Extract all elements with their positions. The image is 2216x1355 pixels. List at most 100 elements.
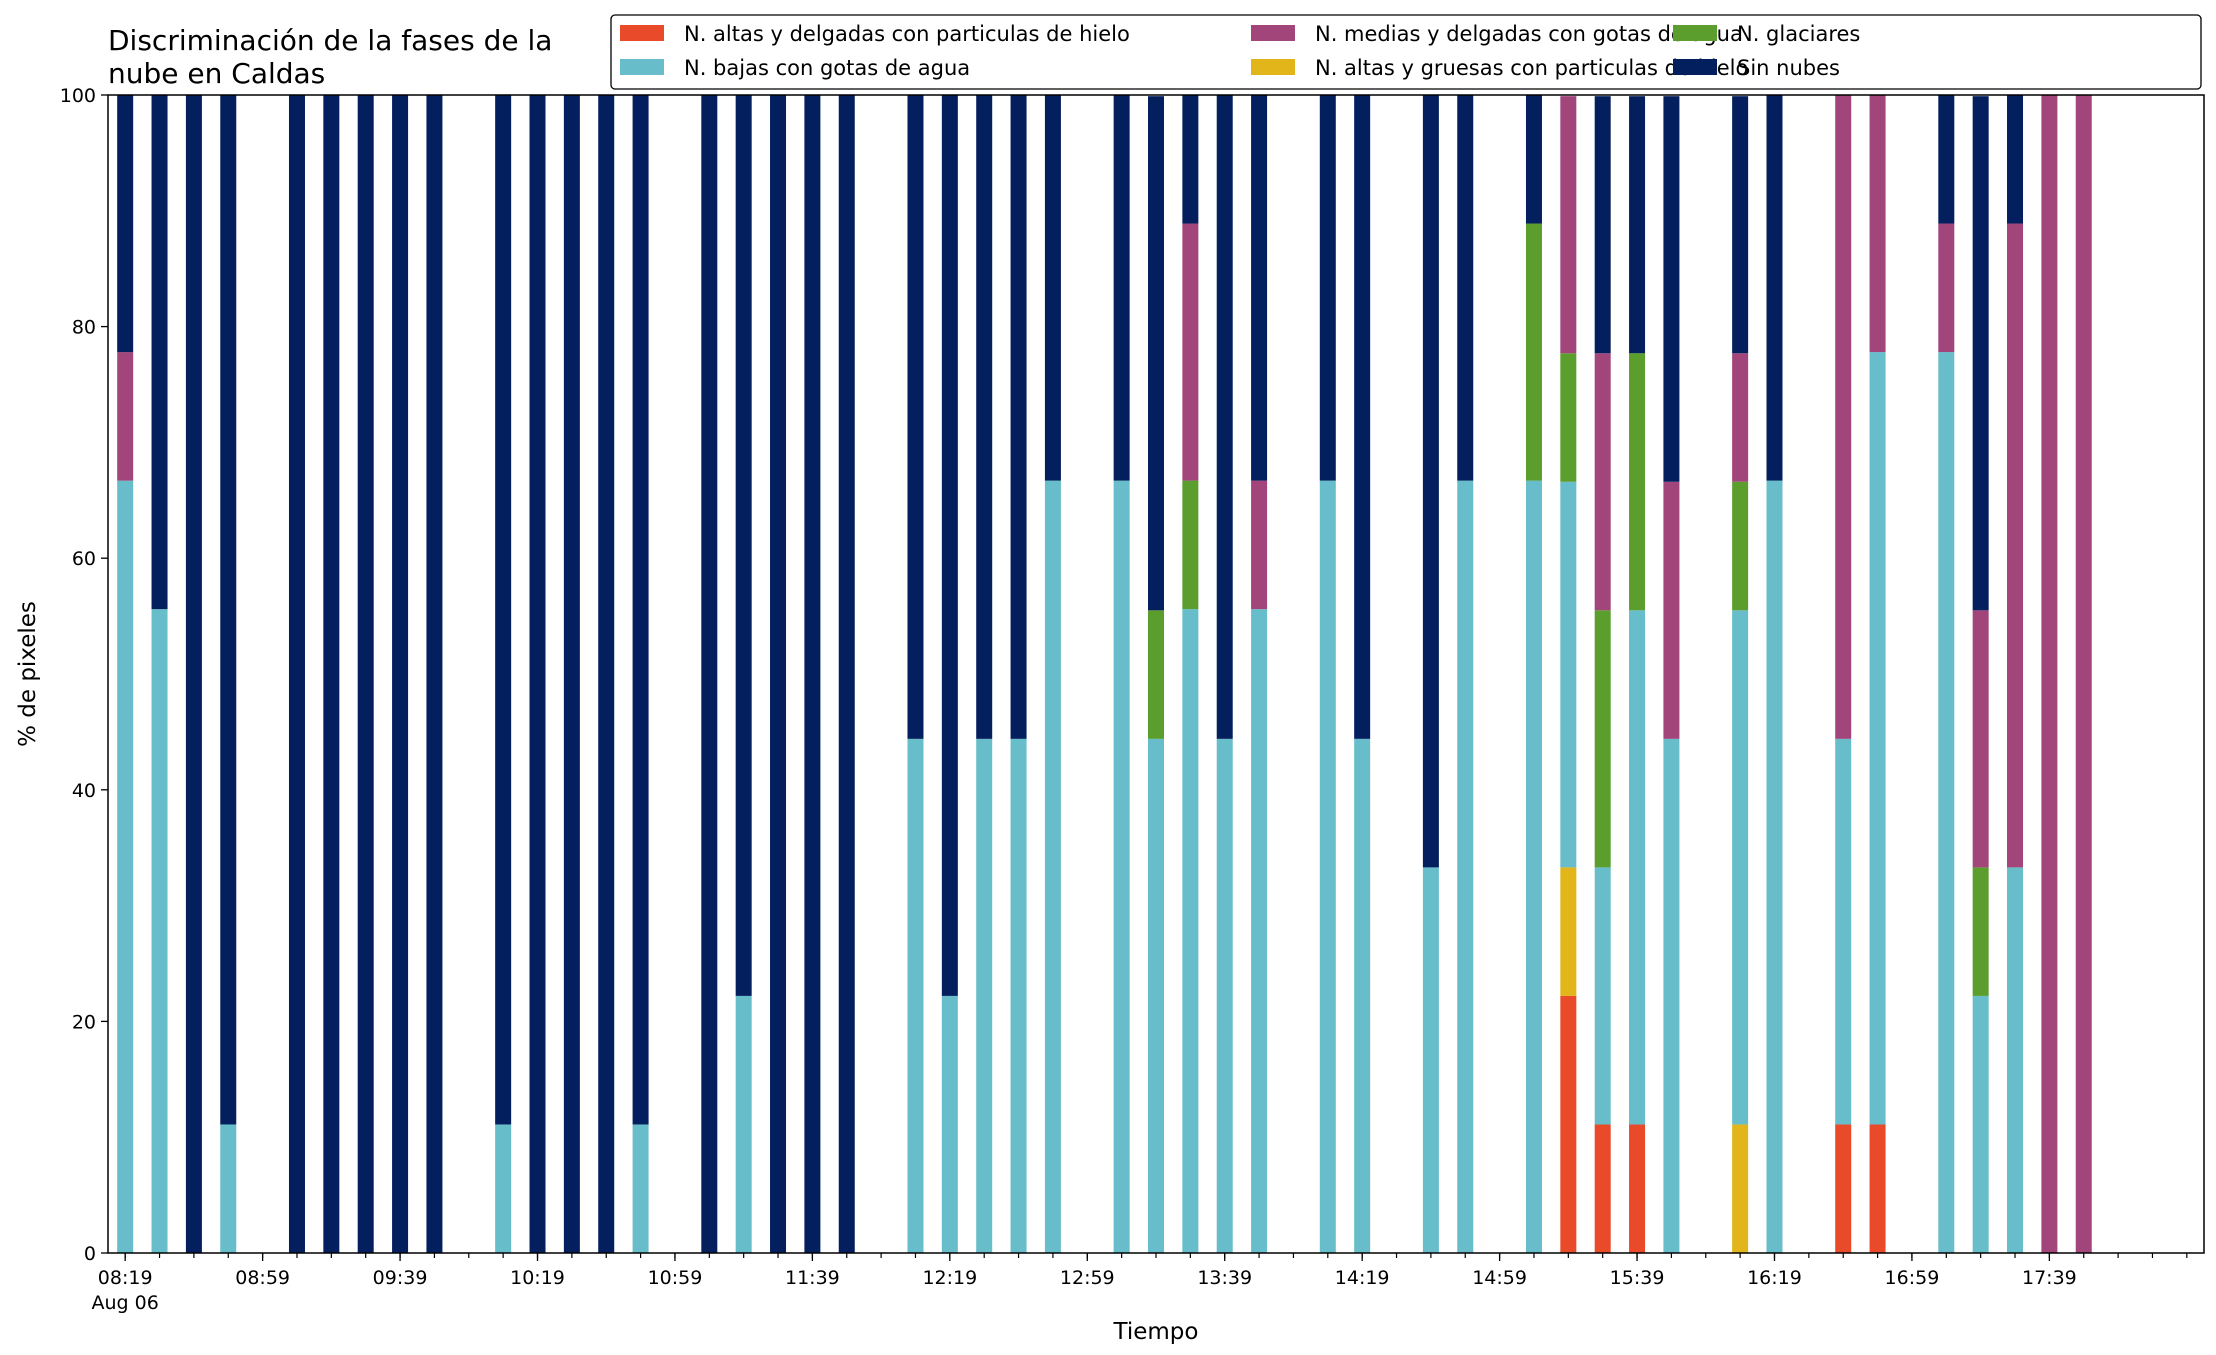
x-tick-label-09:39: 09:39 — [373, 1267, 428, 1289]
bar-segment-13:49-2 — [1251, 609, 1268, 1253]
bar-segment-11:29-5 — [770, 95, 787, 1253]
bar-segment-15:49-5 — [1663, 96, 1680, 482]
bar-segment-08:49-5 — [220, 95, 237, 1125]
x-tick-label-13:39: 13:39 — [1197, 1267, 1252, 1289]
bar-segment-15:19-2 — [1560, 481, 1577, 868]
legend-swatch-1 — [1251, 59, 1295, 75]
bar-segment-15:09-5 — [1525, 95, 1542, 224]
bar-segment-09:09-5 — [288, 95, 305, 1253]
bar-segment-10:39-5 — [598, 95, 615, 1253]
bar-segment-08:19-2 — [117, 480, 134, 1253]
bar-segment-08:29-2 — [151, 609, 168, 1253]
y-tick-label-0: 0 — [84, 1243, 96, 1265]
bar-segment-15:19-3 — [1560, 353, 1577, 482]
bar-segment-13:49-4 — [1251, 480, 1268, 610]
bar-segment-15:29-3 — [1594, 610, 1611, 868]
bar-segment-17:19-4 — [1972, 610, 1989, 868]
bar-segment-13:29-5 — [1182, 95, 1199, 224]
x-tick-label-14:19: 14:19 — [1335, 1267, 1390, 1289]
x-tick-label-08:59: 08:59 — [235, 1267, 290, 1289]
bar-segment-16:09-3 — [1732, 481, 1749, 611]
legend: N. altas y delgadas con particulas de hi… — [610, 14, 2202, 90]
bar-segment-16:39-2 — [1835, 738, 1852, 1125]
bar-segment-17:29-5 — [2007, 95, 2024, 224]
bar-segment-17:39-4 — [2041, 95, 2058, 1253]
x-tick-label-11:39: 11:39 — [785, 1267, 840, 1289]
bar-segment-10:29-5 — [563, 95, 580, 1253]
bar-segment-15:39-2 — [1629, 610, 1646, 1125]
y-tick-label-100: 100 — [60, 85, 96, 107]
bar-segment-15:29-0 — [1594, 1124, 1611, 1253]
bar-segment-12:39-2 — [1010, 738, 1027, 1253]
bar-segment-13:19-2 — [1148, 738, 1164, 1253]
bar-segment-16:49-4 — [1869, 95, 1886, 353]
bar-segment-11:39-5 — [804, 95, 821, 1253]
bar-segment-15:19-0 — [1560, 995, 1577, 1253]
bar-segment-08:19-4 — [117, 352, 134, 481]
bar-segment-12:19-5 — [941, 95, 958, 996]
bar-segment-17:09-2 — [1938, 352, 1955, 1254]
bar-segment-16:09-5 — [1732, 96, 1749, 354]
legend-label-0: N. altas y delgadas con particulas de hi… — [684, 22, 1130, 46]
bar-segment-16:39-4 — [1835, 95, 1852, 739]
x-tick-label-14:59: 14:59 — [1472, 1267, 1527, 1289]
bar-segment-15:29-2 — [1594, 867, 1611, 1125]
bar-segment-10:49-2 — [632, 1124, 649, 1253]
legend-label-4: N. medias y delgadas con gotas de agua — [1315, 22, 1743, 46]
bar-segment-15:39-5 — [1629, 96, 1646, 354]
bar-segment-14:39-2 — [1422, 867, 1439, 1253]
bar-segment-15:19-1 — [1560, 867, 1577, 996]
legend-label-3: N. glaciares — [1737, 22, 1860, 46]
bar-segment-12:29-5 — [976, 95, 993, 739]
bar-segment-13:39-5 — [1216, 95, 1233, 739]
bar-segment-09:29-5 — [357, 95, 374, 1253]
x-axis: 08:19 08:59 09:39 10:19 10:59 11:39 12:19 12:59… — [98, 1253, 2188, 1289]
bar-segment-17:19-2 — [1972, 995, 1989, 1253]
bar-segment-11:09-5 — [701, 95, 718, 1253]
x-tick-label-17:39: 17:39 — [2022, 1267, 2077, 1289]
bar-segment-10:49-5 — [632, 95, 649, 1125]
bar-segment-17:29-4 — [2007, 223, 2024, 868]
x-tick-label-10:19: 10:19 — [510, 1267, 565, 1289]
bar-segment-12:09-5 — [907, 95, 924, 739]
bar-segment-14:09-5 — [1319, 95, 1336, 481]
bar-segment-17:49-4 — [2075, 95, 2092, 1253]
bar-segment-16:19-2 — [1766, 480, 1783, 1253]
legend-swatch-2 — [620, 59, 664, 75]
bar-segment-17:29-2 — [2007, 867, 2024, 1253]
bar-segment-10:09-5 — [495, 95, 512, 1125]
bar-segment-15:29-4 — [1594, 353, 1611, 611]
bars-group — [117, 95, 2092, 1254]
bar-segment-15:39-3 — [1629, 353, 1646, 611]
bar-segment-17:09-5 — [1938, 95, 1955, 224]
bar-segment-08:29-5 — [151, 95, 168, 610]
y-axis-label: % de pixeles — [15, 601, 41, 747]
bar-segment-10:19-5 — [529, 95, 546, 1253]
bar-segment-14:09-2 — [1319, 480, 1336, 1253]
bar-segment-12:29-2 — [976, 738, 993, 1253]
x-tick-label-16:19: 16:19 — [1747, 1267, 1802, 1289]
x-tick-label-12:59: 12:59 — [1060, 1267, 1115, 1289]
bar-segment-14:49-2 — [1457, 480, 1474, 1253]
bar-segment-17:09-4 — [1938, 223, 1955, 353]
legend-swatch-4 — [1251, 25, 1295, 41]
bar-segment-14:49-5 — [1457, 95, 1474, 481]
bar-segment-15:09-3 — [1525, 223, 1542, 481]
bar-segment-15:09-2 — [1525, 480, 1542, 1253]
bar-segment-09:49-5 — [426, 95, 443, 1253]
bar-segment-16:39-0 — [1835, 1124, 1852, 1253]
bar-segment-17:19-5 — [1972, 96, 1989, 611]
bar-segment-13:29-2 — [1182, 609, 1199, 1253]
y-tick-label-60: 60 — [72, 548, 96, 570]
x-tick-label-15:39: 15:39 — [1610, 1267, 1665, 1289]
bar-segment-11:19-2 — [735, 995, 752, 1253]
y-tick-label-80: 80 — [72, 317, 96, 339]
legend-swatch-0 — [620, 25, 664, 41]
bar-segment-15:39-0 — [1629, 1124, 1646, 1253]
bar-segment-08:39-5 — [185, 95, 202, 1253]
bar-segment-10:09-2 — [495, 1124, 512, 1253]
bar-segment-11:49-5 — [838, 95, 855, 1253]
x-tick-label-08:19: 08:19 — [98, 1267, 153, 1289]
bar-segment-14:19-2 — [1354, 738, 1371, 1253]
